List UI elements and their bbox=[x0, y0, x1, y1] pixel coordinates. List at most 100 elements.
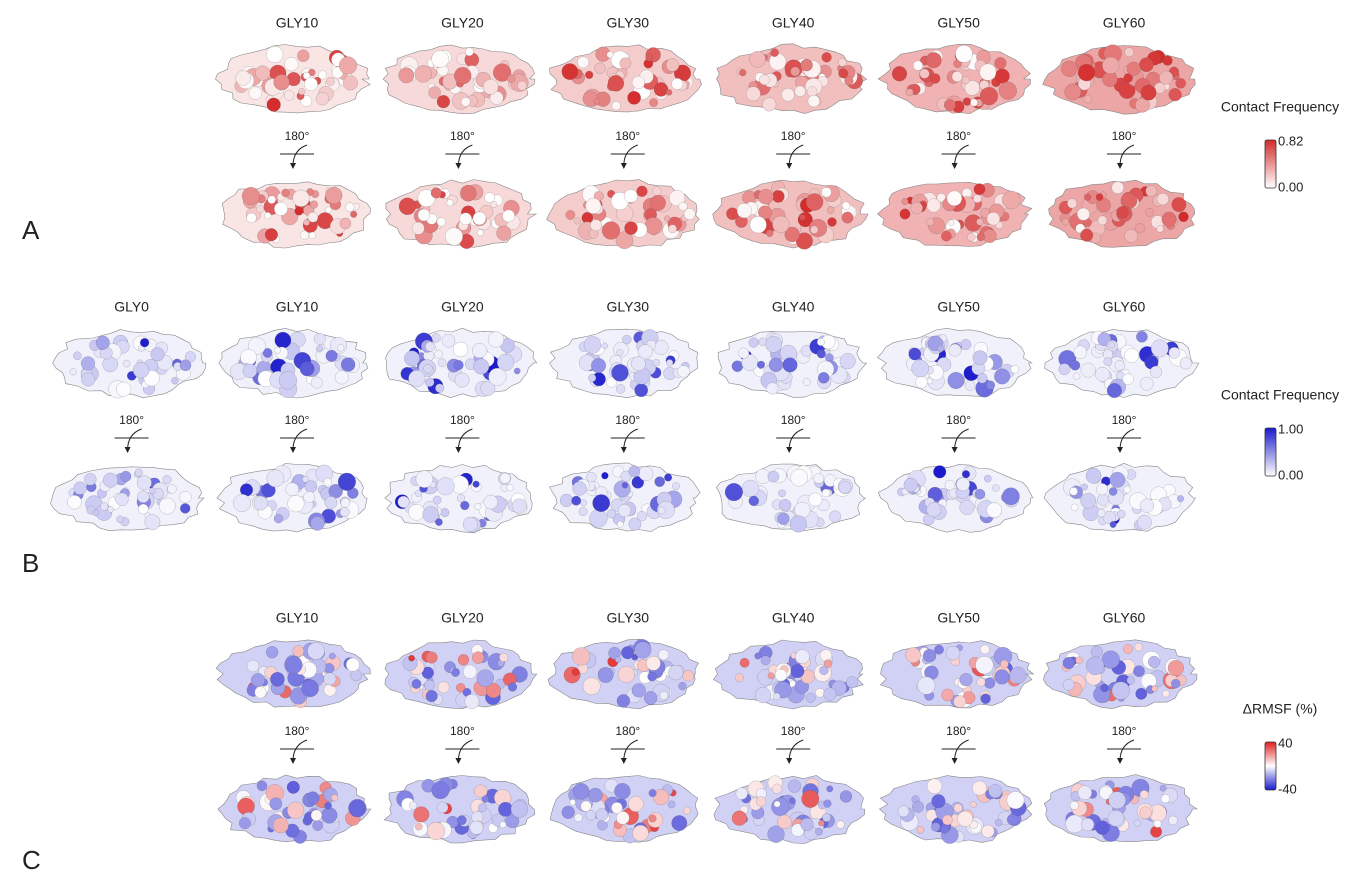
surface-patch bbox=[463, 665, 477, 679]
surface-patch bbox=[455, 373, 469, 387]
surface-patch bbox=[1011, 365, 1019, 373]
surface-patch bbox=[618, 504, 631, 517]
rotation-arrow bbox=[789, 429, 803, 450]
surface-patch bbox=[616, 384, 625, 393]
surface-patch bbox=[304, 78, 317, 91]
surface-patch bbox=[438, 682, 449, 693]
surface-patch bbox=[324, 673, 336, 685]
surface-patch bbox=[293, 190, 310, 207]
surface-patch bbox=[952, 71, 962, 81]
surface-patch bbox=[574, 218, 581, 225]
surface-patch bbox=[1127, 677, 1135, 685]
protein-view: GLY50180° bbox=[878, 299, 1033, 533]
surface-patch bbox=[766, 336, 782, 352]
protein-view: GLY10180° bbox=[217, 299, 368, 532]
surface-patch bbox=[311, 377, 323, 389]
surface-patch bbox=[133, 362, 149, 378]
surface-patch bbox=[249, 87, 262, 100]
surface-patch bbox=[622, 335, 631, 344]
surface-patch bbox=[771, 798, 789, 816]
surface-patch bbox=[498, 802, 512, 816]
surface-patch bbox=[267, 98, 281, 112]
surface-patch bbox=[927, 779, 942, 794]
arrow-head bbox=[125, 447, 131, 453]
surface-patch bbox=[965, 381, 975, 391]
surface-patch bbox=[767, 383, 779, 395]
surface-patch bbox=[999, 82, 1017, 100]
surface-patch bbox=[454, 360, 464, 370]
surface-patch bbox=[399, 68, 414, 83]
surface-patch bbox=[100, 503, 108, 511]
surface-patch bbox=[1086, 468, 1101, 483]
surface-patch bbox=[309, 232, 316, 239]
surface-patch bbox=[898, 806, 909, 817]
surface-patch bbox=[737, 203, 752, 218]
surface-patch bbox=[560, 494, 573, 507]
surface-patch bbox=[1067, 199, 1077, 209]
surface-patch bbox=[507, 75, 515, 83]
surface-patch bbox=[768, 471, 779, 482]
surface-patch bbox=[579, 507, 587, 515]
rotation-label: 180° bbox=[615, 413, 640, 427]
surface-patch bbox=[1163, 56, 1173, 66]
surface-patch bbox=[168, 484, 177, 493]
protein-view: GLY30180° bbox=[548, 610, 699, 843]
surface-patch bbox=[930, 74, 940, 84]
rotation-arrow bbox=[624, 740, 638, 761]
surface-patch bbox=[1154, 820, 1162, 828]
surface-patch bbox=[801, 59, 813, 71]
surface-patch bbox=[140, 338, 149, 347]
rotation-arrow bbox=[293, 740, 307, 761]
surface-patch bbox=[629, 466, 640, 477]
surface-patch bbox=[171, 377, 178, 384]
surface-patch bbox=[180, 503, 190, 513]
column-label: GLY60 bbox=[1103, 610, 1146, 626]
surface-patch bbox=[180, 360, 191, 371]
protein-view: GLY10180° bbox=[216, 610, 371, 844]
surface-patch bbox=[980, 87, 998, 105]
surface-patch bbox=[983, 229, 997, 243]
surface-patch bbox=[137, 476, 152, 491]
surface-patch bbox=[1145, 208, 1153, 216]
surface-patch bbox=[595, 63, 606, 74]
surface-patch bbox=[783, 358, 798, 373]
surface-patch bbox=[96, 336, 110, 350]
column-label: GLY0 bbox=[114, 299, 149, 315]
surface-patch bbox=[313, 820, 323, 830]
surface-patch bbox=[1071, 504, 1078, 511]
surface-patch bbox=[802, 790, 819, 807]
surface-patch bbox=[750, 216, 767, 233]
surface-patch bbox=[325, 496, 337, 508]
surface-patch bbox=[293, 646, 304, 657]
surface-patch bbox=[590, 510, 608, 528]
surface-patch bbox=[791, 664, 804, 677]
surface-patch bbox=[74, 482, 87, 495]
surface-patch bbox=[1102, 72, 1117, 87]
surface-patch bbox=[1077, 208, 1089, 220]
surface-patch bbox=[652, 187, 661, 196]
legend-title: Contact Frequency bbox=[1221, 99, 1339, 115]
surface-patch bbox=[911, 202, 923, 214]
column-label: GLY20 bbox=[441, 610, 484, 626]
figure: AGLY10180°GLY20180°GLY30180°GLY40180°GLY… bbox=[0, 0, 1352, 877]
surface-patch bbox=[458, 654, 469, 665]
surface-patch bbox=[596, 809, 608, 821]
surface-patch bbox=[828, 218, 837, 227]
surface-patch bbox=[970, 802, 976, 808]
surface-patch bbox=[399, 198, 416, 215]
surface-patch bbox=[1140, 499, 1154, 513]
column-label: GLY20 bbox=[441, 15, 484, 31]
surface-patch bbox=[302, 680, 319, 697]
surface-patch bbox=[414, 807, 430, 823]
surface-patch bbox=[441, 508, 450, 517]
surface-patch bbox=[424, 364, 433, 373]
surface-patch bbox=[1137, 515, 1151, 529]
surface-patch bbox=[429, 87, 441, 99]
surface-patch bbox=[906, 89, 913, 96]
surface-patch bbox=[284, 91, 294, 101]
surface-patch bbox=[1117, 510, 1125, 518]
surface-patch bbox=[408, 504, 424, 520]
surface-patch bbox=[412, 222, 424, 234]
surface-patch bbox=[773, 693, 780, 700]
surface-patch bbox=[68, 495, 82, 509]
